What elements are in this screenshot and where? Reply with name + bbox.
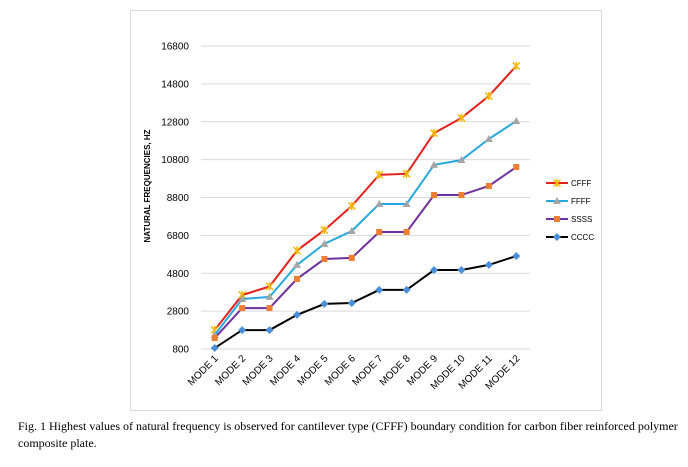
legend-label: SSSS [571, 215, 592, 224]
marker [347, 227, 356, 235]
marker [403, 228, 410, 235]
marker [512, 116, 521, 124]
y-tick-label: 10800 [161, 155, 189, 166]
marker [265, 326, 274, 335]
marker [266, 305, 273, 312]
marker [292, 246, 301, 255]
y-tick-label: 2800 [167, 307, 190, 318]
y-tick-label: 800 [172, 345, 189, 356]
marker [238, 326, 247, 335]
marker [347, 298, 356, 307]
marker [292, 310, 301, 319]
y-tick-label: 14800 [161, 79, 189, 90]
marker [375, 285, 384, 294]
series-line [213, 65, 518, 331]
series-line [213, 166, 517, 339]
marker [265, 282, 274, 291]
y-tick-label: 16800 [161, 42, 189, 53]
marker [292, 260, 301, 268]
chart: NATURAL FREQUENCIES, HZ 800 2800 4800 6800 8… [130, 10, 602, 411]
y-tick-label: 4800 [167, 269, 190, 280]
marker [402, 169, 411, 178]
marker [458, 192, 465, 199]
marker [376, 228, 383, 235]
marker [457, 156, 466, 164]
marker [375, 170, 384, 179]
marker [512, 61, 521, 70]
chart-frame [130, 10, 602, 411]
marker [554, 216, 560, 222]
marker [321, 256, 328, 263]
marker [552, 178, 562, 188]
marker [484, 134, 493, 142]
marker [402, 199, 411, 207]
y-axis-label: NATURAL FREQUENCIES, HZ [143, 129, 152, 242]
marker [293, 275, 300, 282]
marker [320, 226, 329, 235]
marker [457, 266, 466, 275]
marker [347, 201, 356, 211]
marker [512, 252, 521, 261]
marker [513, 164, 520, 171]
caption: Fig. 1 Highest values of natural frequen… [18, 419, 678, 450]
legend-label: CFFF [571, 179, 592, 188]
marker [265, 292, 274, 300]
y-tick-label: 6800 [167, 231, 190, 242]
y-tick-label: 12800 [161, 117, 189, 128]
marker [430, 266, 439, 275]
marker [430, 160, 439, 168]
marker [320, 239, 329, 247]
marker [402, 285, 411, 294]
y-tick-label: 8800 [167, 193, 190, 204]
series-line [214, 255, 517, 349]
marker [210, 344, 219, 353]
marker [430, 129, 439, 138]
marker [320, 299, 329, 308]
marker [484, 260, 493, 269]
marker [484, 91, 493, 101]
marker [348, 254, 355, 261]
legend-label: CCCC [571, 233, 594, 242]
marker [553, 233, 561, 241]
legend-label: FFFF [571, 197, 591, 206]
marker [457, 113, 466, 122]
series-line [213, 120, 517, 336]
marker [431, 192, 438, 199]
marker [239, 305, 246, 312]
marker [553, 197, 561, 204]
marker [211, 335, 218, 342]
marker [238, 295, 247, 303]
marker [375, 199, 384, 207]
marker [485, 182, 492, 189]
